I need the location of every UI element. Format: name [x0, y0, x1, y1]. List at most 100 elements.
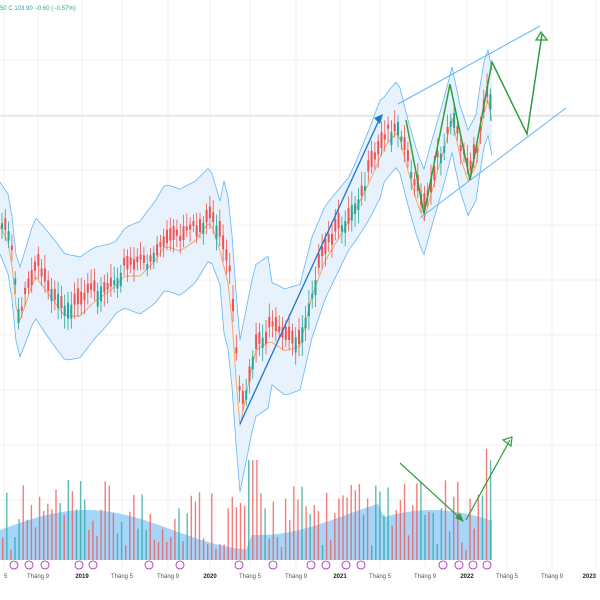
- volume-bar: [88, 530, 90, 560]
- candle-body: [146, 264, 149, 270]
- candle-body: [479, 125, 482, 131]
- volume-bar: [51, 509, 53, 560]
- volume-average-area: [0, 503, 492, 560]
- volume-bar: [219, 543, 221, 560]
- volume-bar: [424, 514, 426, 560]
- candle-body: [202, 222, 205, 235]
- x-axis: 5 Tháng 9 2019 Tháng 5 Tháng 9 2020 Tháng 5 Thá…: [4, 574, 597, 580]
- event-marker: [24, 560, 34, 570]
- volume-bar: [371, 545, 373, 560]
- volume-bar: [272, 501, 274, 560]
- x-tick-label: Tháng 9: [27, 574, 50, 580]
- candle-body: [40, 268, 43, 277]
- channel-bottom-line: [419, 107, 567, 219]
- volume-bar: [280, 546, 283, 560]
- volume-bar: [317, 511, 320, 560]
- x-tick-label: Tháng 9: [414, 574, 437, 580]
- candle-body: [245, 390, 248, 400]
- x-tick-label: 2023: [583, 574, 597, 580]
- candle-body: [235, 347, 238, 354]
- candle-body: [17, 309, 20, 324]
- event-marker: [341, 560, 351, 570]
- volume-bar: [116, 533, 119, 560]
- candle-body: [317, 253, 320, 268]
- candle-body: [377, 141, 380, 155]
- candle-body: [166, 229, 168, 244]
- candle-body: [443, 146, 446, 153]
- candle-body: [195, 225, 198, 237]
- volume-bar: [469, 498, 471, 560]
- candle-body: [456, 126, 459, 134]
- volume-bar: [362, 514, 365, 560]
- volume-bar: [75, 509, 78, 560]
- volume-bar: [112, 512, 115, 560]
- volume-bar: [104, 481, 106, 560]
- volume-bar: [145, 530, 147, 560]
- volume-arrow-up: [465, 439, 511, 521]
- volume-bar: [428, 511, 430, 560]
- volume-bar: [30, 504, 33, 560]
- volume-bar: [440, 508, 443, 560]
- volume-bar: [321, 544, 324, 560]
- volume-bar: [412, 505, 414, 560]
- candle-body: [14, 278, 17, 285]
- volume-pane: [0, 436, 513, 560]
- volume-bar: [256, 460, 258, 560]
- candle-body: [30, 270, 33, 286]
- volume-bar: [305, 506, 307, 560]
- candle-body: [255, 334, 258, 350]
- candle-body: [119, 272, 122, 287]
- volume-bar: [59, 503, 61, 560]
- candle-body: [86, 283, 89, 293]
- candle-body: [96, 290, 99, 307]
- volume-bar: [186, 513, 188, 560]
- volume-bar: [231, 496, 233, 560]
- grid: [0, 0, 600, 570]
- volume-bar: [137, 528, 139, 560]
- candle-body: [133, 259, 135, 270]
- candle-body: [400, 136, 403, 142]
- candle-body: [63, 305, 66, 316]
- candle-body: [192, 221, 195, 226]
- candle-body: [327, 234, 330, 243]
- x-tick-label: 2020: [203, 574, 217, 580]
- candle-body: [7, 231, 10, 241]
- candle-body: [453, 112, 456, 128]
- volume-bar: [211, 493, 213, 560]
- volume-bar: [149, 514, 151, 560]
- volume-bar: [6, 492, 8, 560]
- volume-bar: [84, 499, 86, 560]
- volume-bar: [14, 537, 16, 560]
- volume-bar: [67, 480, 69, 560]
- event-marker: [175, 560, 185, 570]
- candle-body: [218, 220, 221, 237]
- x-tick-label: Tháng 9: [285, 574, 308, 580]
- candle-body: [248, 366, 251, 382]
- volume-bar: [395, 509, 397, 560]
- channel-top-line: [397, 25, 541, 105]
- candle-body: [1, 223, 3, 230]
- candle-body: [60, 296, 63, 309]
- volume-bar: [301, 486, 303, 560]
- volume-bar: [223, 544, 225, 560]
- x-tick-label: Tháng 9: [157, 574, 180, 580]
- volume-bar: [71, 491, 74, 560]
- x-tick-label: Tháng 5: [496, 574, 519, 580]
- candle-body: [179, 235, 182, 241]
- volume-bar: [26, 519, 28, 560]
- candle-body: [466, 157, 469, 167]
- volume-bar: [485, 448, 488, 560]
- candle-body: [4, 218, 7, 231]
- candle-body: [354, 203, 357, 214]
- candle-body: [304, 318, 307, 329]
- uptrend-line: [239, 117, 381, 425]
- volume-bar: [264, 508, 266, 560]
- candle-body: [100, 286, 102, 302]
- volume-bar: [432, 512, 434, 560]
- candle-body: [301, 327, 304, 343]
- volume-bar: [22, 485, 24, 560]
- volume-bar: [358, 483, 361, 560]
- candle-body: [258, 332, 261, 344]
- x-tick-label: 2021: [333, 574, 347, 580]
